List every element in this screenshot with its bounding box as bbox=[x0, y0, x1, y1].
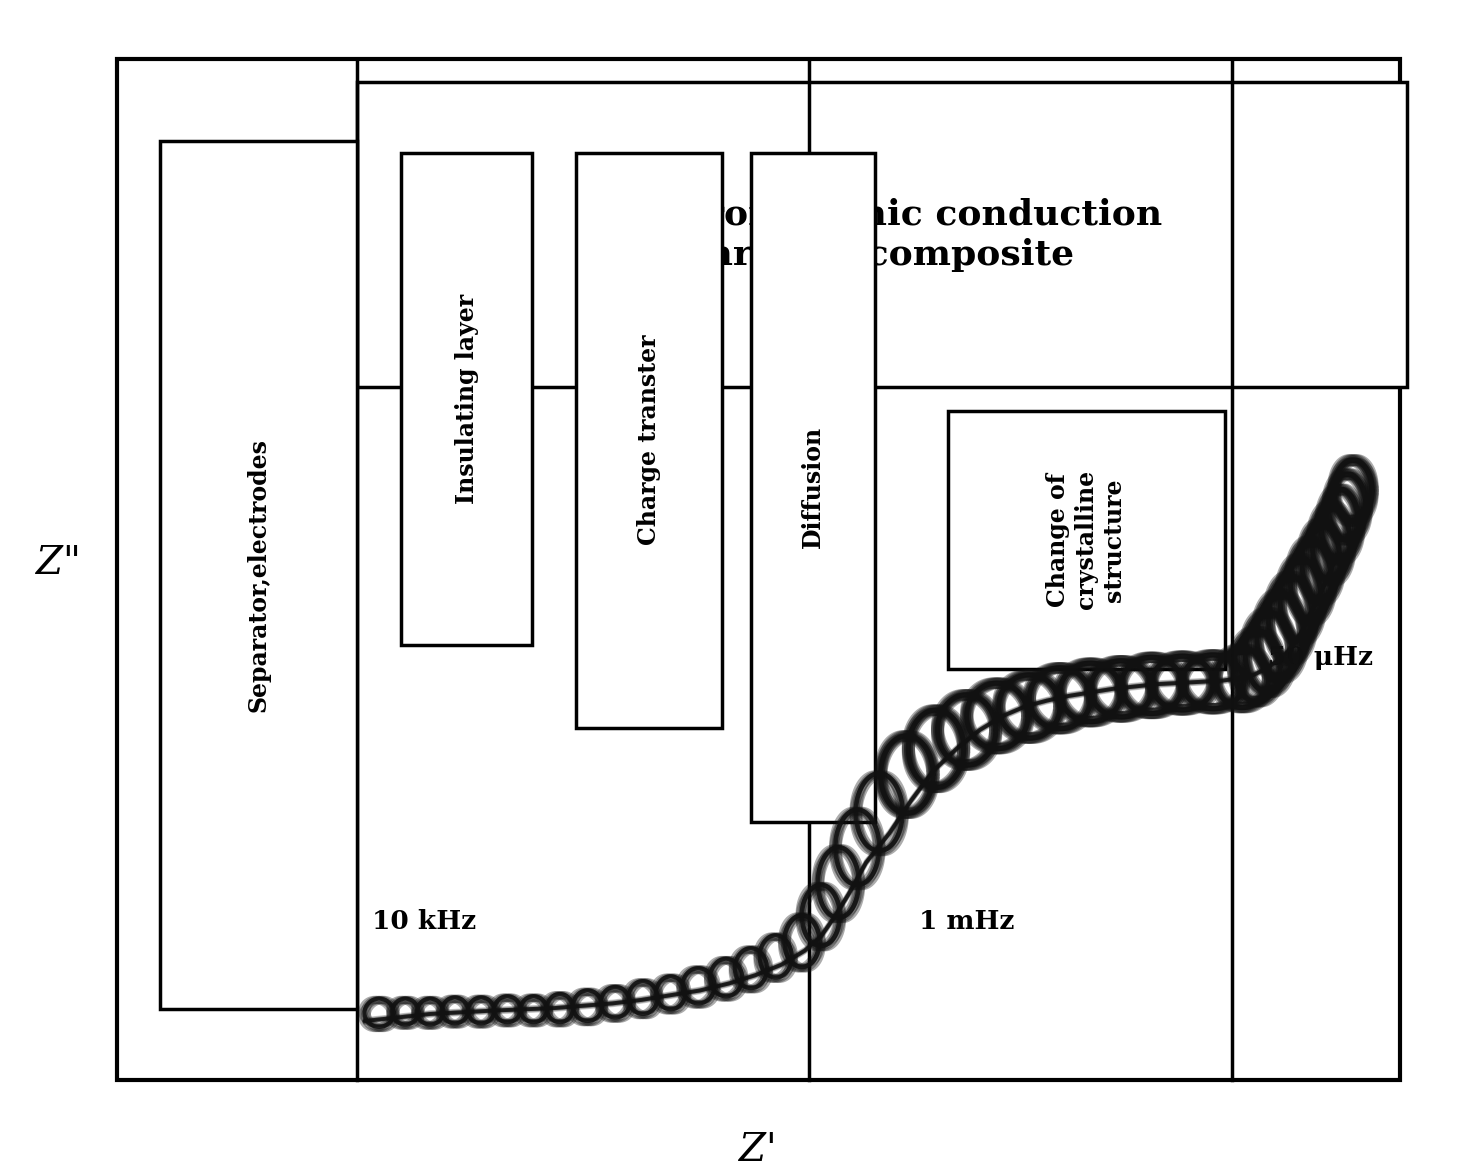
Text: Z": Z" bbox=[36, 545, 80, 582]
Bar bbox=[948, 411, 1225, 669]
Bar bbox=[576, 153, 722, 728]
Bar bbox=[401, 153, 532, 646]
Text: 1 mHz: 1 mHz bbox=[919, 909, 1013, 933]
Text: Electronic,ionic conduction
through composite: Electronic,ionic conduction through comp… bbox=[602, 197, 1162, 271]
Text: Z': Z' bbox=[739, 1132, 777, 1168]
Bar bbox=[160, 141, 357, 1010]
Text: Separator,electrodes: Separator,electrodes bbox=[246, 438, 271, 713]
Bar bbox=[357, 82, 1407, 387]
Bar bbox=[117, 59, 1400, 1080]
Bar bbox=[751, 153, 875, 822]
Text: 10 kHz: 10 kHz bbox=[372, 909, 475, 933]
Text: Change of
crystalline
structure: Change of crystalline structure bbox=[1047, 471, 1126, 609]
Text: Charge transter: Charge transter bbox=[637, 335, 660, 546]
Text: Diffusion: Diffusion bbox=[800, 426, 825, 548]
Text: 50 μHz: 50 μHz bbox=[1268, 645, 1373, 669]
Text: Insulating layer: Insulating layer bbox=[455, 294, 478, 504]
